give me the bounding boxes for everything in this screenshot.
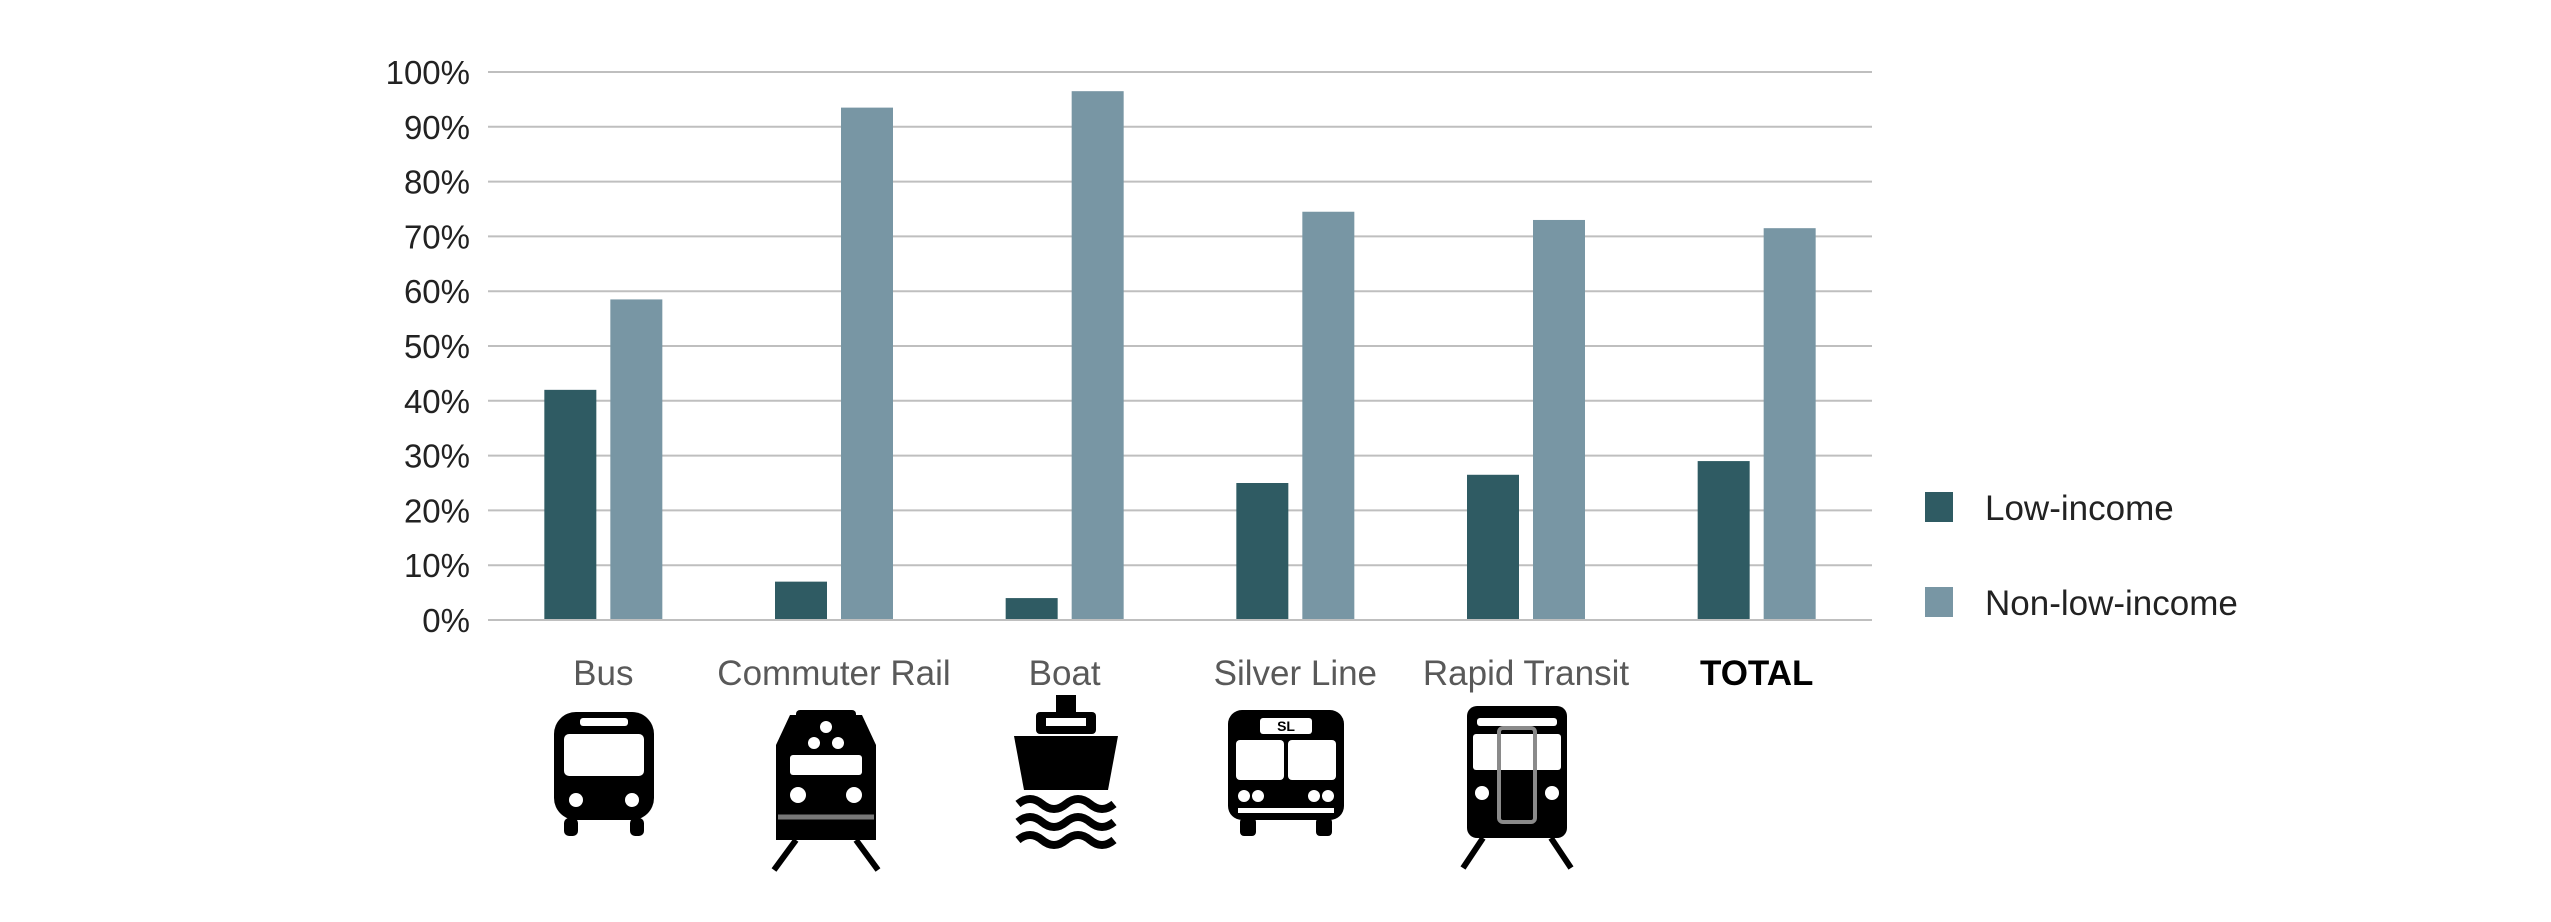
category-label: Silver Line [1214,654,1377,693]
y-tick-label: 100% [386,54,470,91]
y-tick-label: 10% [404,547,470,584]
y-tick-label: 70% [404,218,470,255]
category-label: Rapid Transit [1423,654,1629,693]
y-tick-label: 60% [404,273,470,310]
bar-low-income-total [1697,461,1750,620]
category-label: Commuter Rail [717,654,950,693]
bar-low-income-commuter-rail [775,581,827,620]
bar-low-income-boat [1005,598,1058,620]
bar-non-low-income-commuter-rail [841,107,893,621]
category-label: Bus [573,654,633,693]
y-tick-label: 0% [422,602,470,639]
legend-swatch-low-income [1925,492,1953,522]
boat-icon [1014,695,1118,849]
y-tick-label: 30% [404,438,470,475]
legend: Low-income Non-low-income [1925,489,2238,623]
commuter-rail-icon [771,710,881,872]
category-labels: Bus Commuter Rail Boat Silver Line Rapid Tra… [573,654,1813,693]
y-tick-label: 20% [404,492,470,529]
bars [544,91,1816,621]
silver-line-badge-text: SL [1277,718,1295,734]
legend-label-low-income: Low-income [1985,489,2174,528]
bar-non-low-income-bus [610,299,663,620]
bar-low-income-silver-line [1236,483,1289,620]
bar-non-low-income-rapid-transit [1533,219,1585,620]
gridlines [488,71,1872,567]
y-tick-label: 40% [404,383,470,420]
rapid-transit-icon [1460,706,1574,870]
silver-line-icon: SL [1228,710,1344,836]
bar-low-income-rapid-transit [1467,474,1519,620]
bar-non-low-income-total [1763,228,1816,620]
y-tick-label: 90% [404,109,470,146]
bus-icon [554,712,654,836]
legend-swatch-non-low-income [1925,587,1953,617]
bar-non-low-income-silver-line [1302,211,1355,621]
y-tick-label: 80% [404,164,470,201]
bar-non-low-income-boat [1071,91,1124,621]
legend-label-non-low-income: Non-low-income [1985,584,2238,623]
category-label: Boat [1029,654,1101,693]
y-tick-label: 50% [404,328,470,365]
category-label: TOTAL [1700,654,1813,693]
y-axis-ticks: 0% 10% 20% 30% 40% 50% 60% 70% 80% 90% 100% [386,54,470,639]
bar-low-income-bus [544,389,597,620]
